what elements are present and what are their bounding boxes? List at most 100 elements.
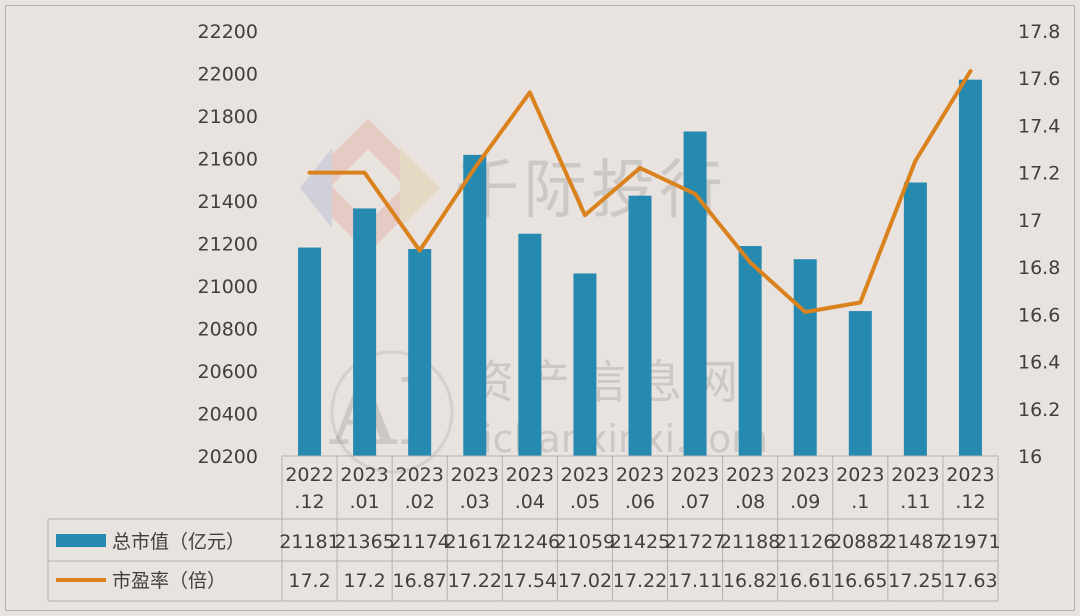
table-cell-bar-value: 21126 [775, 531, 835, 553]
left-tick-label: 21600 [198, 149, 258, 171]
right-tick-label: 16.2 [1018, 399, 1060, 421]
table-cell-line-value: 17.2 [343, 570, 385, 592]
category-label-month: .12 [955, 491, 985, 513]
legend-bar-label: 总市值（亿元） [112, 531, 245, 553]
category-label-year: 2023 [781, 464, 829, 486]
right-tick-label: 17 [1018, 210, 1042, 232]
line-point [913, 159, 917, 163]
table-cell-bar-value: 21487 [885, 531, 945, 553]
category-label-year: 2023 [671, 464, 719, 486]
bar [298, 247, 322, 456]
line-point [638, 166, 642, 170]
category-label-month: .02 [405, 491, 435, 513]
table-cell-line-value: 17.02 [558, 570, 612, 592]
table-cell-line-value: 17.25 [888, 570, 942, 592]
right-tick-label: 17.2 [1018, 163, 1060, 185]
left-tick-label: 21000 [198, 276, 258, 298]
line-point [473, 166, 477, 170]
table-cell-line-value: 16.65 [833, 570, 887, 592]
line-point [748, 260, 752, 264]
bar [793, 259, 817, 456]
category-label-year: 2023 [561, 464, 609, 486]
left-tick-label: 20600 [198, 361, 258, 383]
bar [628, 195, 652, 456]
left-tick-label: 20800 [198, 319, 258, 341]
table-cell-bar-value: 21425 [610, 531, 670, 553]
bar [903, 182, 927, 456]
line-point [968, 69, 972, 73]
left-tick-label: 22000 [198, 64, 258, 86]
right-tick-label: 16.4 [1018, 352, 1060, 374]
line-point [803, 310, 807, 314]
category-label-month: .05 [570, 491, 600, 513]
left-tick-label: 21400 [198, 191, 258, 213]
table-cell-bar-value: 21188 [720, 531, 780, 553]
data-table: 2022 .12 2023 .01 2023 .02 2023 .03 2023 .04 2023.… [47, 455, 1001, 602]
table-cell-line-value: 17.63 [943, 570, 997, 592]
line-point [693, 192, 697, 196]
table-cell-line-value: 16.87 [392, 570, 446, 592]
table-cell-bar-value: 21174 [389, 531, 449, 553]
right-tick-label: 17.8 [1018, 21, 1060, 43]
table-cell-bar-value: 21365 [334, 531, 394, 553]
left-axis: 20200 20400 20600 20800 21000 21200 21400 21600… [198, 21, 258, 468]
category-label-year: 2023 [396, 464, 444, 486]
category-label-month: .08 [735, 491, 765, 513]
bar [353, 208, 377, 456]
watermark-brand-text: 千际投行 [455, 154, 727, 228]
category-label-month: .03 [460, 491, 490, 513]
line-series [307, 69, 973, 314]
line-point [858, 301, 862, 305]
bar [408, 249, 432, 456]
bar [738, 246, 762, 456]
category-label-month: .09 [790, 491, 820, 513]
line-point [308, 171, 312, 175]
category-label-year: 2023 [891, 464, 939, 486]
category-label-year: 2023 [451, 464, 499, 486]
category-label-month: .1 [851, 491, 869, 513]
category-label-month: .12 [294, 491, 324, 513]
legend-bar-swatch [56, 534, 106, 547]
legend-line-label: 市盈率（倍） [112, 570, 226, 592]
category-label-year: 2023 [726, 464, 774, 486]
right-tick-label: 16.6 [1018, 304, 1060, 326]
table-cell-bar-value: 21059 [555, 531, 615, 553]
right-tick-label: 16 [1018, 446, 1042, 468]
line-point [418, 249, 422, 253]
category-label-year: 2023 [616, 464, 664, 486]
category-label-month: .04 [515, 491, 545, 513]
right-tick-label: 16.8 [1018, 257, 1060, 279]
chart-border [5, 5, 1075, 611]
left-tick-label: 22200 [198, 21, 258, 43]
watermark-domain-text: zichanxinxi.com [462, 417, 768, 461]
right-tick-label: 17.6 [1018, 68, 1060, 90]
category-label-year: 2023 [836, 464, 884, 486]
bar [463, 154, 487, 456]
table-cell-bar-value: 21617 [445, 531, 505, 553]
category-label-year: 2023 [340, 464, 388, 486]
right-axis: 16 16.2 16.4 16.6 16.8 17 17.2 17.4 17.6 17.8 [1018, 21, 1060, 468]
bar-series [298, 79, 982, 456]
category-label-month: .07 [680, 491, 710, 513]
table-cell-bar-value: 20882 [830, 531, 890, 553]
bar [518, 233, 542, 456]
category-label-year: 2023 [946, 464, 994, 486]
table-cell-bar-value: 21246 [500, 531, 560, 553]
category-label-month: .11 [900, 491, 930, 513]
table-cell-line-value: 17.11 [668, 570, 722, 592]
bar [573, 273, 597, 456]
line-point [528, 90, 532, 94]
bar [683, 131, 707, 456]
left-tick-label: 21200 [198, 234, 258, 256]
table-cell-line-value: 17.54 [503, 570, 557, 592]
category-label-year: 2023 [506, 464, 554, 486]
line-point [363, 171, 367, 175]
category-label-month: .06 [625, 491, 655, 513]
table-cell-line-value: 16.82 [723, 570, 777, 592]
table-cell-line-value: 17.2 [288, 570, 330, 592]
table-cell-bar-value: 21971 [940, 531, 1000, 553]
left-tick-label: 20200 [198, 446, 258, 468]
table-cell-line-value: 16.61 [778, 570, 832, 592]
table-cell-bar-value: 21181 [279, 531, 339, 553]
